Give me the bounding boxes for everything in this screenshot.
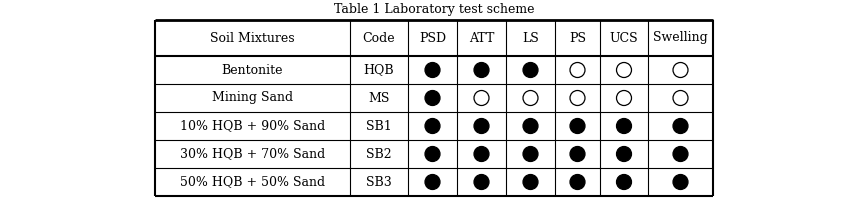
Text: 50% HQB + 50% Sand: 50% HQB + 50% Sand (180, 176, 325, 189)
Ellipse shape (570, 174, 585, 189)
Ellipse shape (474, 62, 489, 77)
Ellipse shape (425, 174, 440, 189)
Ellipse shape (425, 147, 440, 161)
Text: PS: PS (569, 31, 586, 44)
Ellipse shape (474, 147, 489, 161)
Ellipse shape (523, 147, 538, 161)
Ellipse shape (425, 119, 440, 134)
Ellipse shape (616, 62, 632, 77)
Text: HQB: HQB (364, 64, 394, 77)
Text: Bentonite: Bentonite (221, 64, 283, 77)
Ellipse shape (425, 62, 440, 77)
Ellipse shape (523, 119, 538, 134)
Ellipse shape (523, 90, 538, 106)
Ellipse shape (474, 174, 489, 189)
Text: SB2: SB2 (366, 147, 391, 161)
Ellipse shape (673, 119, 688, 134)
Text: SB1: SB1 (366, 119, 391, 132)
Ellipse shape (616, 147, 632, 161)
Text: UCS: UCS (609, 31, 638, 44)
Ellipse shape (570, 119, 585, 134)
Text: 10% HQB + 90% Sand: 10% HQB + 90% Sand (180, 119, 326, 132)
Text: MS: MS (368, 92, 390, 104)
Ellipse shape (474, 119, 489, 134)
Ellipse shape (616, 119, 632, 134)
Ellipse shape (570, 90, 585, 106)
Ellipse shape (523, 62, 538, 77)
Ellipse shape (673, 90, 688, 106)
Ellipse shape (673, 147, 688, 161)
Ellipse shape (474, 90, 489, 106)
Text: SB3: SB3 (366, 176, 391, 189)
Ellipse shape (673, 174, 688, 189)
Ellipse shape (570, 147, 585, 161)
Text: Mining Sand: Mining Sand (212, 92, 293, 104)
Text: Code: Code (363, 31, 395, 44)
Text: Table 1 Laboratory test scheme: Table 1 Laboratory test scheme (334, 3, 534, 16)
Ellipse shape (673, 62, 688, 77)
Ellipse shape (570, 62, 585, 77)
Text: Swelling: Swelling (653, 31, 708, 44)
Text: LS: LS (523, 31, 539, 44)
Text: PSD: PSD (419, 31, 446, 44)
Ellipse shape (425, 90, 440, 106)
Ellipse shape (616, 174, 632, 189)
Text: 30% HQB + 70% Sand: 30% HQB + 70% Sand (180, 147, 326, 161)
Ellipse shape (616, 90, 632, 106)
Ellipse shape (523, 174, 538, 189)
Text: ATT: ATT (469, 31, 494, 44)
Text: Soil Mixtures: Soil Mixtures (210, 31, 295, 44)
